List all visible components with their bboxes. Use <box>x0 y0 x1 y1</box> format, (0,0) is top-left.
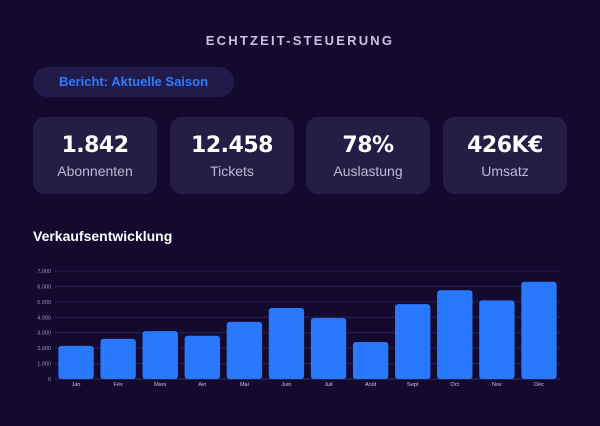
x-tick-label: Sept <box>407 382 419 388</box>
kpi-card-tickets: 12.458 Tickets <box>170 117 294 194</box>
chart-bar <box>184 335 220 379</box>
y-tick-label: 7,000 <box>37 269 51 275</box>
y-tick-label: 0 <box>48 377 51 383</box>
chart-bar <box>352 341 389 379</box>
x-tick-label: Déc <box>534 382 544 388</box>
report-filter-button[interactable]: Bericht: Aktuelle Saison <box>33 67 234 97</box>
chart-section-title: Verkaufsentwicklung <box>33 228 173 244</box>
x-tick-label: Juin <box>281 382 291 388</box>
kpi-value: 426K€ <box>467 133 543 158</box>
y-tick-label: 2,000 <box>37 346 51 352</box>
chart-bar <box>226 321 263 379</box>
kpi-label: Abonnenten <box>57 163 133 179</box>
x-tick-label: Jan <box>72 382 81 388</box>
kpi-label: Umsatz <box>481 163 529 179</box>
x-tick-label: Juil <box>324 382 332 388</box>
sales-bar-chart: 0 1,000 2,000 3,000 4,000 5,000 6,000 7,000 Jan F… <box>37 269 560 388</box>
chart-bar <box>437 290 473 379</box>
y-tick-label: 1,000 <box>37 362 51 368</box>
y-tick-label: 5,000 <box>37 300 51 306</box>
chart-bar <box>268 308 305 379</box>
chart-bar <box>100 338 136 379</box>
chart-bar <box>395 304 431 379</box>
y-tick-label: 6,000 <box>37 284 51 290</box>
kpi-value: 1.842 <box>61 133 129 158</box>
x-tick-label: Oct <box>451 382 460 388</box>
chart-bar <box>58 345 94 379</box>
x-tick-label: Nov <box>492 382 502 388</box>
kpi-card-revenue: 426K€ Umsatz <box>443 117 567 194</box>
chart-bar <box>479 300 515 379</box>
kpi-label: Tickets <box>210 163 254 179</box>
page-title: ECHTZEIT-STEUERUNG <box>205 33 395 48</box>
kpi-label: Auslastung <box>333 163 403 179</box>
chart-bar <box>310 318 347 379</box>
y-tick-label: 3,000 <box>37 331 51 337</box>
x-tick-label: Mars <box>154 382 166 388</box>
x-tick-label: Mai <box>240 382 249 388</box>
chart-bar <box>142 331 178 379</box>
x-tick-label: Fév <box>114 382 123 388</box>
kpi-card-subscribers: 1.842 Abonnenten <box>33 117 157 194</box>
kpi-card-occupancy: 78% Auslastung <box>306 117 430 194</box>
chart-bar <box>521 281 557 379</box>
kpi-value: 78% <box>342 133 394 158</box>
x-tick-label: Août <box>365 382 377 388</box>
x-tick-label: Avr <box>198 382 206 388</box>
y-tick-label: 4,000 <box>37 315 51 321</box>
kpi-value: 12.458 <box>191 133 273 158</box>
